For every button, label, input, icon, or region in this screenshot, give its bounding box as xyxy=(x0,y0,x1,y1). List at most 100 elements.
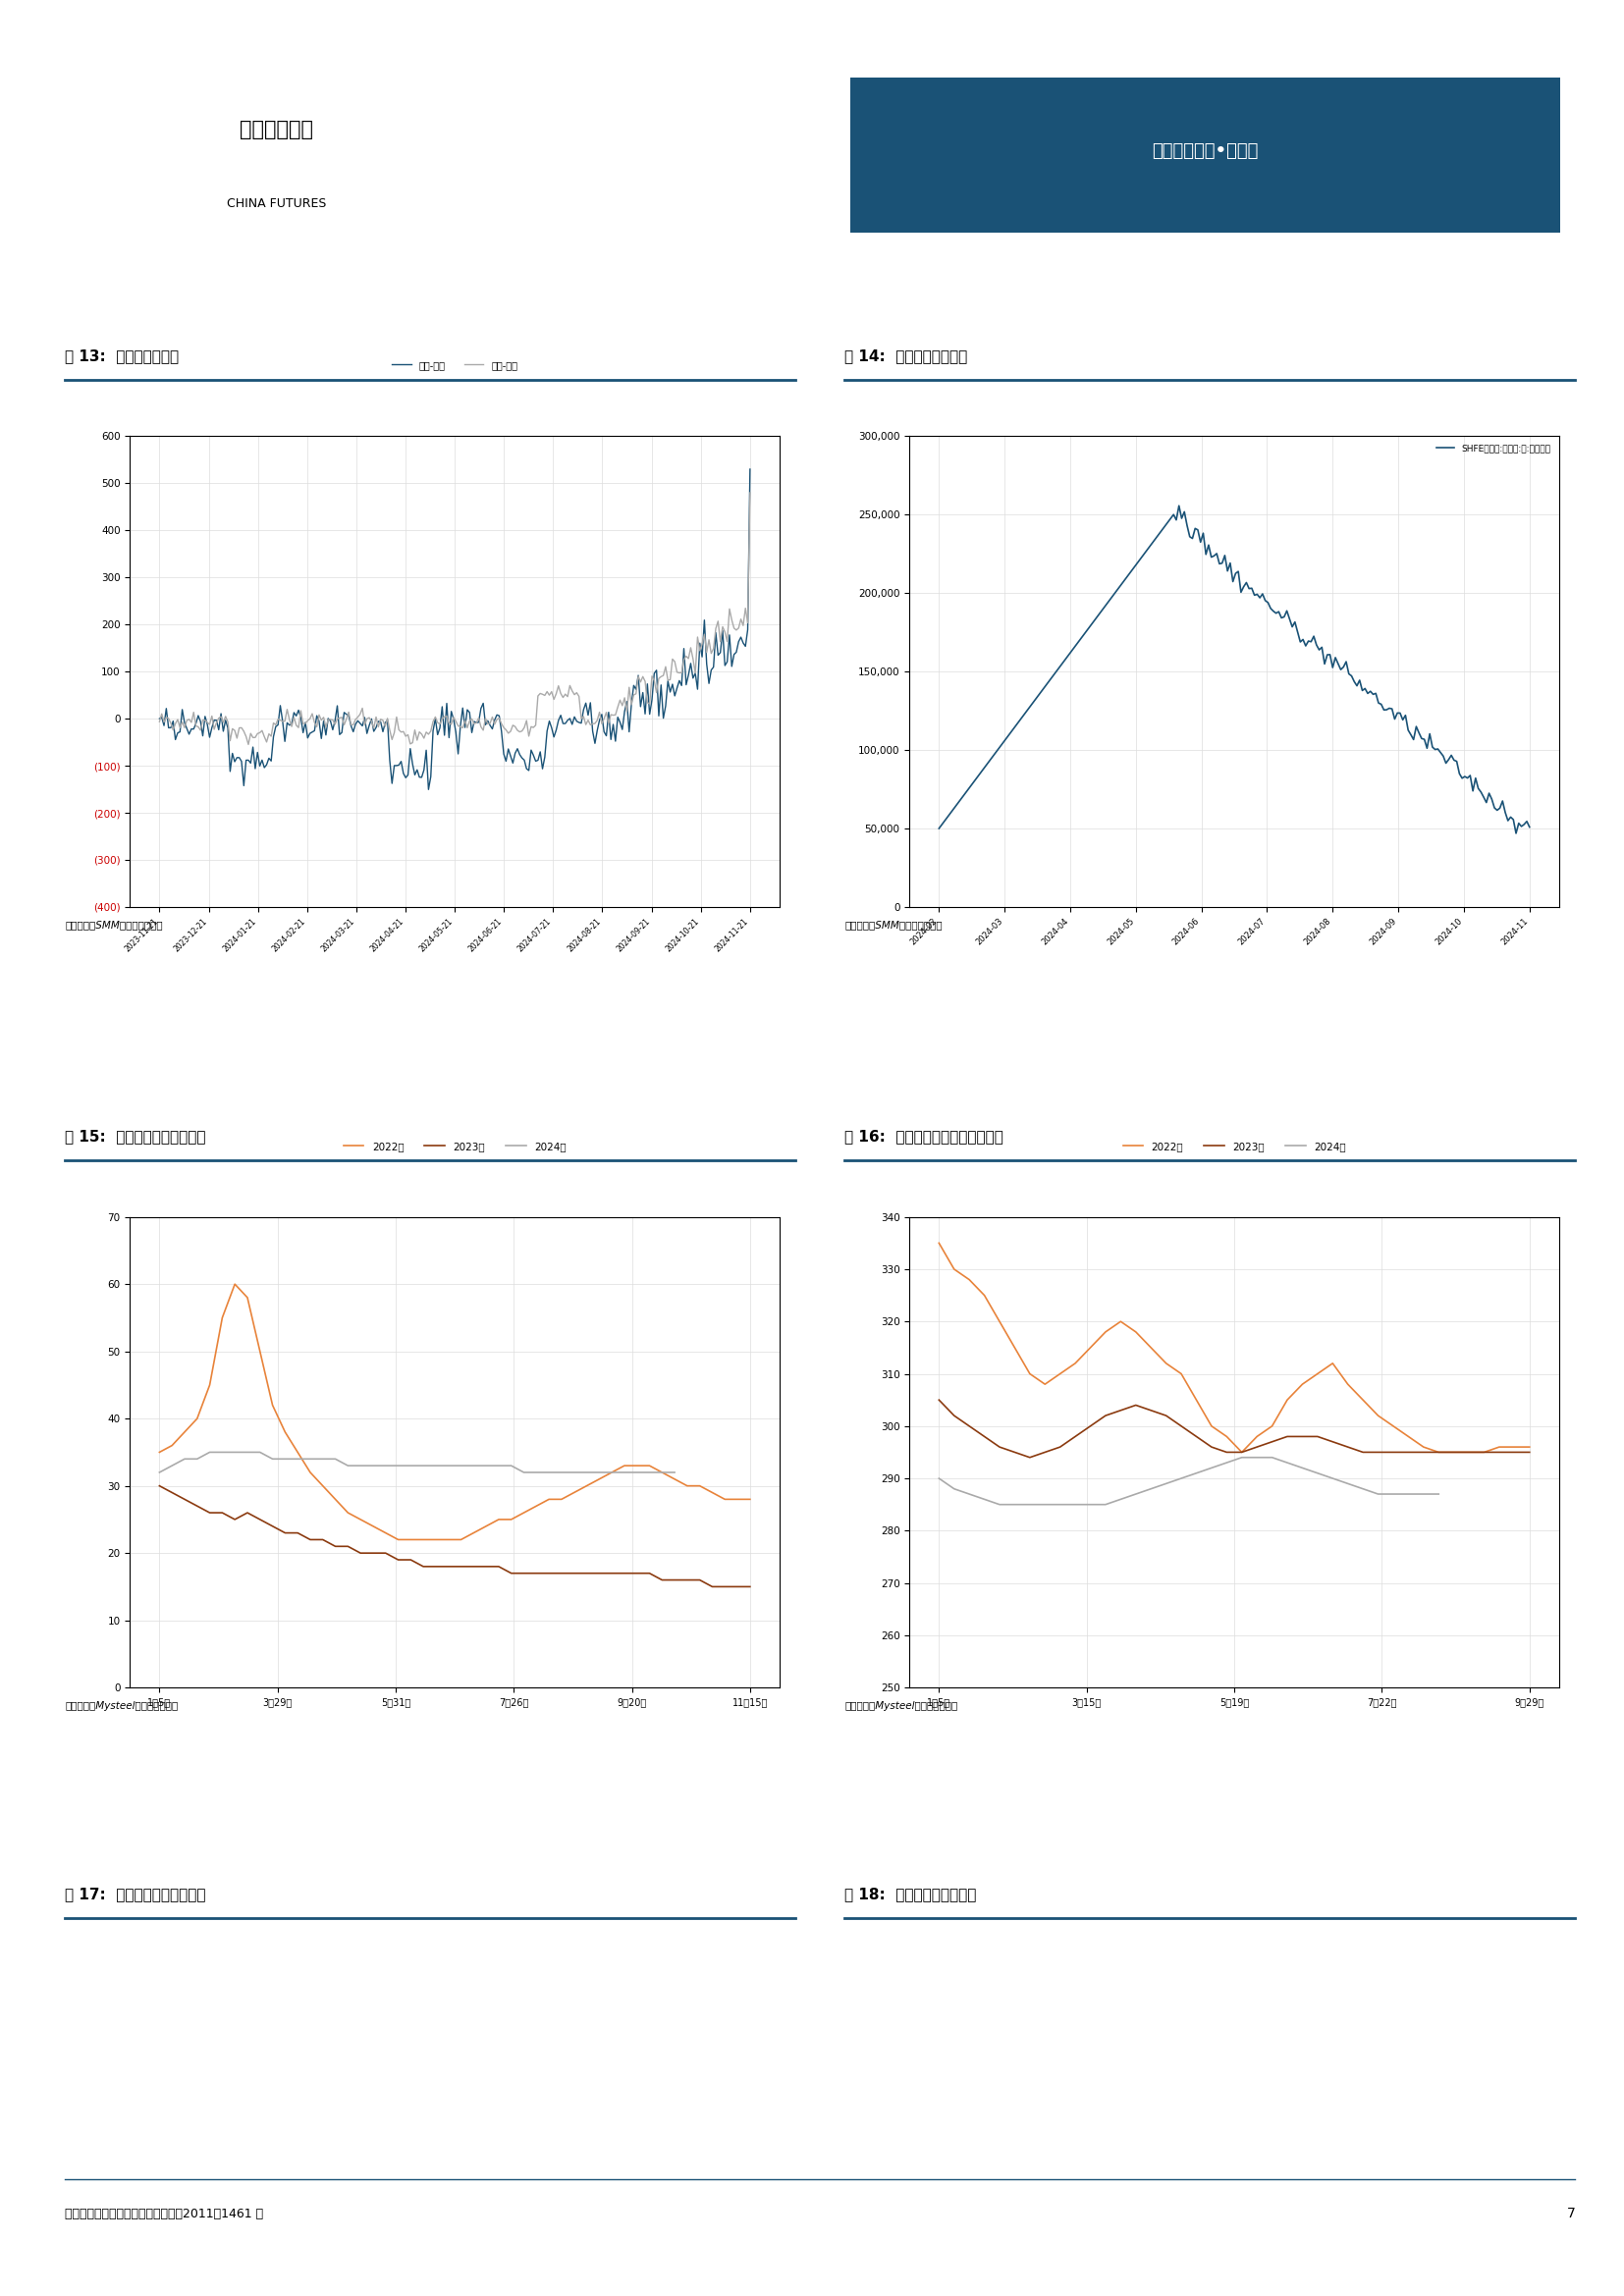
连一-连二 xyxy=(221,728,240,755)
2023年 xyxy=(1233,1437,1252,1467)
2024年 xyxy=(1398,1481,1418,1508)
2022年 xyxy=(489,1506,508,1534)
2024年 xyxy=(1278,1449,1298,1476)
Text: 图 13:  氧化铝月差结构: 图 13: 氧化铝月差结构 xyxy=(65,349,179,363)
2022年 xyxy=(1216,1424,1236,1451)
2022年 xyxy=(1353,1387,1372,1414)
2023年 xyxy=(338,1534,357,1561)
2022年 xyxy=(929,1228,948,1256)
2023年 xyxy=(653,1566,672,1593)
2023年 xyxy=(187,1492,206,1520)
2024年 xyxy=(945,1474,965,1502)
2022年 xyxy=(451,1527,471,1554)
2024年 xyxy=(476,1451,495,1479)
2024年 xyxy=(226,1437,245,1467)
2022年 xyxy=(1005,1334,1025,1362)
2023年 xyxy=(1005,1437,1025,1467)
2022年 xyxy=(703,1479,723,1506)
连续-连一 xyxy=(234,771,253,799)
2023年 xyxy=(703,1573,723,1600)
2023年 xyxy=(1475,1437,1494,1467)
2024年 xyxy=(149,1458,169,1486)
2023年 xyxy=(325,1534,344,1561)
2023年 xyxy=(974,1424,994,1451)
2023年 xyxy=(677,1566,697,1593)
2023年 xyxy=(276,1520,296,1548)
Line: 2024年: 2024年 xyxy=(939,1458,1439,1504)
2024年 xyxy=(1156,1469,1176,1497)
2022年 xyxy=(728,1486,747,1513)
2022年 xyxy=(1202,1412,1221,1440)
2024年 xyxy=(552,1458,572,1486)
2023年 xyxy=(149,1472,169,1499)
2022年 xyxy=(989,1309,1009,1336)
Line: 2022年: 2022年 xyxy=(159,1283,750,1541)
2022年 xyxy=(300,1458,320,1486)
2024年 xyxy=(1369,1481,1389,1508)
2023年 xyxy=(603,1559,622,1587)
2023年 xyxy=(1142,1396,1161,1424)
2022年 xyxy=(1324,1350,1343,1378)
Legend: 连续-连一, 连一-连二: 连续-连一, 连一-连二 xyxy=(388,356,521,374)
2023年 xyxy=(1247,1433,1267,1460)
2024年 xyxy=(1080,1490,1099,1518)
2023年 xyxy=(1520,1437,1540,1467)
2022年 xyxy=(1187,1387,1207,1414)
2023年 xyxy=(451,1552,471,1580)
2023年 xyxy=(1111,1396,1130,1424)
2023年 xyxy=(627,1559,646,1587)
2024年 xyxy=(526,1458,546,1486)
2024年 xyxy=(515,1458,534,1486)
2024年 xyxy=(614,1458,633,1486)
2022年 xyxy=(1142,1334,1161,1362)
2024年 xyxy=(640,1458,659,1486)
2022年 xyxy=(162,1433,182,1460)
2022年 xyxy=(226,1270,245,1297)
Text: CHINA FUTURES: CHINA FUTURES xyxy=(227,197,326,209)
2023年 xyxy=(526,1559,546,1587)
2023年 xyxy=(1415,1437,1434,1467)
连一-连二 xyxy=(149,707,169,735)
2023年 xyxy=(388,1545,408,1573)
2024年 xyxy=(1293,1453,1312,1481)
2022年 xyxy=(1125,1318,1145,1345)
连一-连二 xyxy=(398,721,417,748)
2023年 xyxy=(590,1559,609,1587)
Text: 图 16:  氧化铝铝厂原料库存季节性: 图 16: 氧化铝铝厂原料库存季节性 xyxy=(844,1130,1004,1143)
2022年 xyxy=(1247,1424,1267,1451)
连续-连一 xyxy=(149,705,169,732)
2024年 xyxy=(276,1444,296,1472)
2023年 xyxy=(1429,1437,1449,1467)
2024年 xyxy=(351,1451,370,1479)
2023年 xyxy=(1504,1437,1523,1467)
2022年 xyxy=(1233,1437,1252,1467)
2022年 xyxy=(1034,1371,1054,1398)
2024年 xyxy=(287,1444,307,1472)
连续-连一 xyxy=(419,776,438,804)
Line: 连续-连一: 连续-连一 xyxy=(159,468,750,790)
2024年 xyxy=(187,1444,206,1472)
2022年 xyxy=(375,1520,395,1548)
2022年 xyxy=(325,1486,344,1513)
2022年 xyxy=(590,1465,609,1492)
2022年 xyxy=(149,1437,169,1467)
2023年 xyxy=(539,1559,559,1587)
2022年 xyxy=(1020,1359,1039,1387)
2022年 xyxy=(960,1265,979,1293)
2022年 xyxy=(1489,1433,1509,1460)
连一-连二 xyxy=(628,664,648,691)
2022年 xyxy=(401,1527,421,1554)
连续-连一 xyxy=(715,652,734,680)
2022年 xyxy=(1475,1437,1494,1467)
2024年 xyxy=(464,1451,484,1479)
2024年 xyxy=(1065,1490,1085,1518)
2023年 xyxy=(715,1573,734,1600)
2022年 xyxy=(1171,1359,1190,1387)
2022年 xyxy=(1156,1350,1176,1378)
2023年 xyxy=(1096,1403,1116,1430)
2023年 xyxy=(1338,1433,1358,1460)
连一-连二 xyxy=(401,730,421,758)
Text: 数据来源：Mysteel，中信建投期货: 数据来源：Mysteel，中信建投期货 xyxy=(65,1701,179,1711)
2023年 xyxy=(1489,1437,1509,1467)
2023年 xyxy=(502,1559,521,1587)
